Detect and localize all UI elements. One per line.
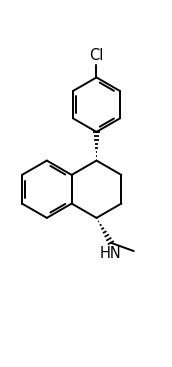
Text: Cl: Cl [89,48,104,63]
Text: HN: HN [100,246,122,261]
